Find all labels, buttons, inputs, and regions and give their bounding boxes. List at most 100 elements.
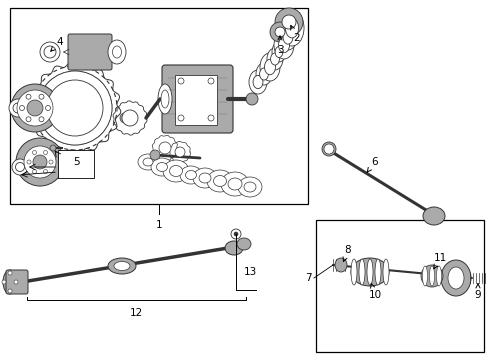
Text: 5: 5 [73,157,79,167]
Circle shape [230,229,241,239]
Ellipse shape [224,241,243,255]
Ellipse shape [275,46,282,58]
Ellipse shape [271,42,285,62]
Ellipse shape [382,259,388,285]
Circle shape [33,155,47,169]
Ellipse shape [283,30,292,44]
Ellipse shape [151,158,173,176]
Text: 11: 11 [432,253,446,269]
Ellipse shape [158,84,172,114]
Bar [315,220,483,352]
Ellipse shape [112,46,121,58]
Ellipse shape [447,267,463,289]
Circle shape [12,159,28,175]
Circle shape [274,8,303,36]
Circle shape [2,280,6,284]
Ellipse shape [185,171,196,180]
Circle shape [269,22,289,42]
Circle shape [245,93,258,105]
Circle shape [178,115,183,121]
Ellipse shape [259,68,268,80]
Circle shape [27,160,31,164]
Circle shape [39,94,44,99]
Circle shape [11,84,59,132]
Ellipse shape [248,70,266,94]
Circle shape [43,150,47,154]
Ellipse shape [120,113,130,123]
Circle shape [324,144,333,154]
Circle shape [45,105,50,111]
Text: 12: 12 [129,308,142,318]
Ellipse shape [440,260,470,296]
Ellipse shape [374,259,380,285]
Text: 1: 1 [155,220,162,230]
Ellipse shape [221,172,248,196]
Circle shape [27,100,43,116]
Circle shape [207,115,214,121]
Ellipse shape [227,178,242,190]
Ellipse shape [260,53,280,81]
Ellipse shape [264,59,275,75]
Ellipse shape [206,170,232,192]
Ellipse shape [422,266,427,286]
Text: 4: 4 [51,37,63,51]
Ellipse shape [256,63,271,85]
Circle shape [47,80,103,136]
Bar [10,8,307,204]
Circle shape [9,99,27,117]
Ellipse shape [321,142,335,156]
Text: 3: 3 [276,36,283,55]
Circle shape [8,289,12,293]
Circle shape [45,78,105,138]
Ellipse shape [366,259,372,285]
Ellipse shape [420,265,442,287]
Circle shape [17,90,53,126]
Ellipse shape [108,40,126,64]
Text: 7: 7 [305,273,311,283]
Circle shape [13,103,23,113]
Circle shape [44,46,56,58]
FancyBboxPatch shape [6,270,28,294]
Ellipse shape [156,162,167,171]
Circle shape [40,42,60,62]
Circle shape [16,162,24,171]
Circle shape [122,110,138,126]
Circle shape [24,146,56,178]
Circle shape [16,138,64,186]
Circle shape [175,147,184,157]
Circle shape [38,71,112,145]
Ellipse shape [350,259,356,285]
Ellipse shape [213,175,226,186]
Ellipse shape [350,258,388,286]
Circle shape [26,117,31,122]
Circle shape [26,94,31,99]
Ellipse shape [238,177,262,197]
Circle shape [14,280,18,284]
Circle shape [159,142,171,154]
Ellipse shape [428,266,434,286]
Ellipse shape [436,266,441,286]
Bar [58,150,94,178]
Text: 2: 2 [290,26,300,43]
Text: 9: 9 [474,284,480,300]
Text: 13: 13 [243,267,256,277]
Circle shape [274,27,285,37]
Circle shape [43,170,47,174]
Circle shape [234,232,238,236]
Ellipse shape [163,160,189,182]
Ellipse shape [193,168,217,188]
Ellipse shape [280,10,304,46]
Ellipse shape [422,207,444,225]
Circle shape [8,271,12,275]
Text: 8: 8 [343,245,350,261]
Circle shape [207,78,214,84]
Ellipse shape [108,258,136,274]
Circle shape [39,117,44,122]
Ellipse shape [278,37,289,53]
Ellipse shape [285,18,298,38]
Ellipse shape [266,48,283,70]
Ellipse shape [114,261,130,270]
Ellipse shape [169,166,182,176]
Circle shape [32,150,37,154]
Ellipse shape [279,24,296,50]
